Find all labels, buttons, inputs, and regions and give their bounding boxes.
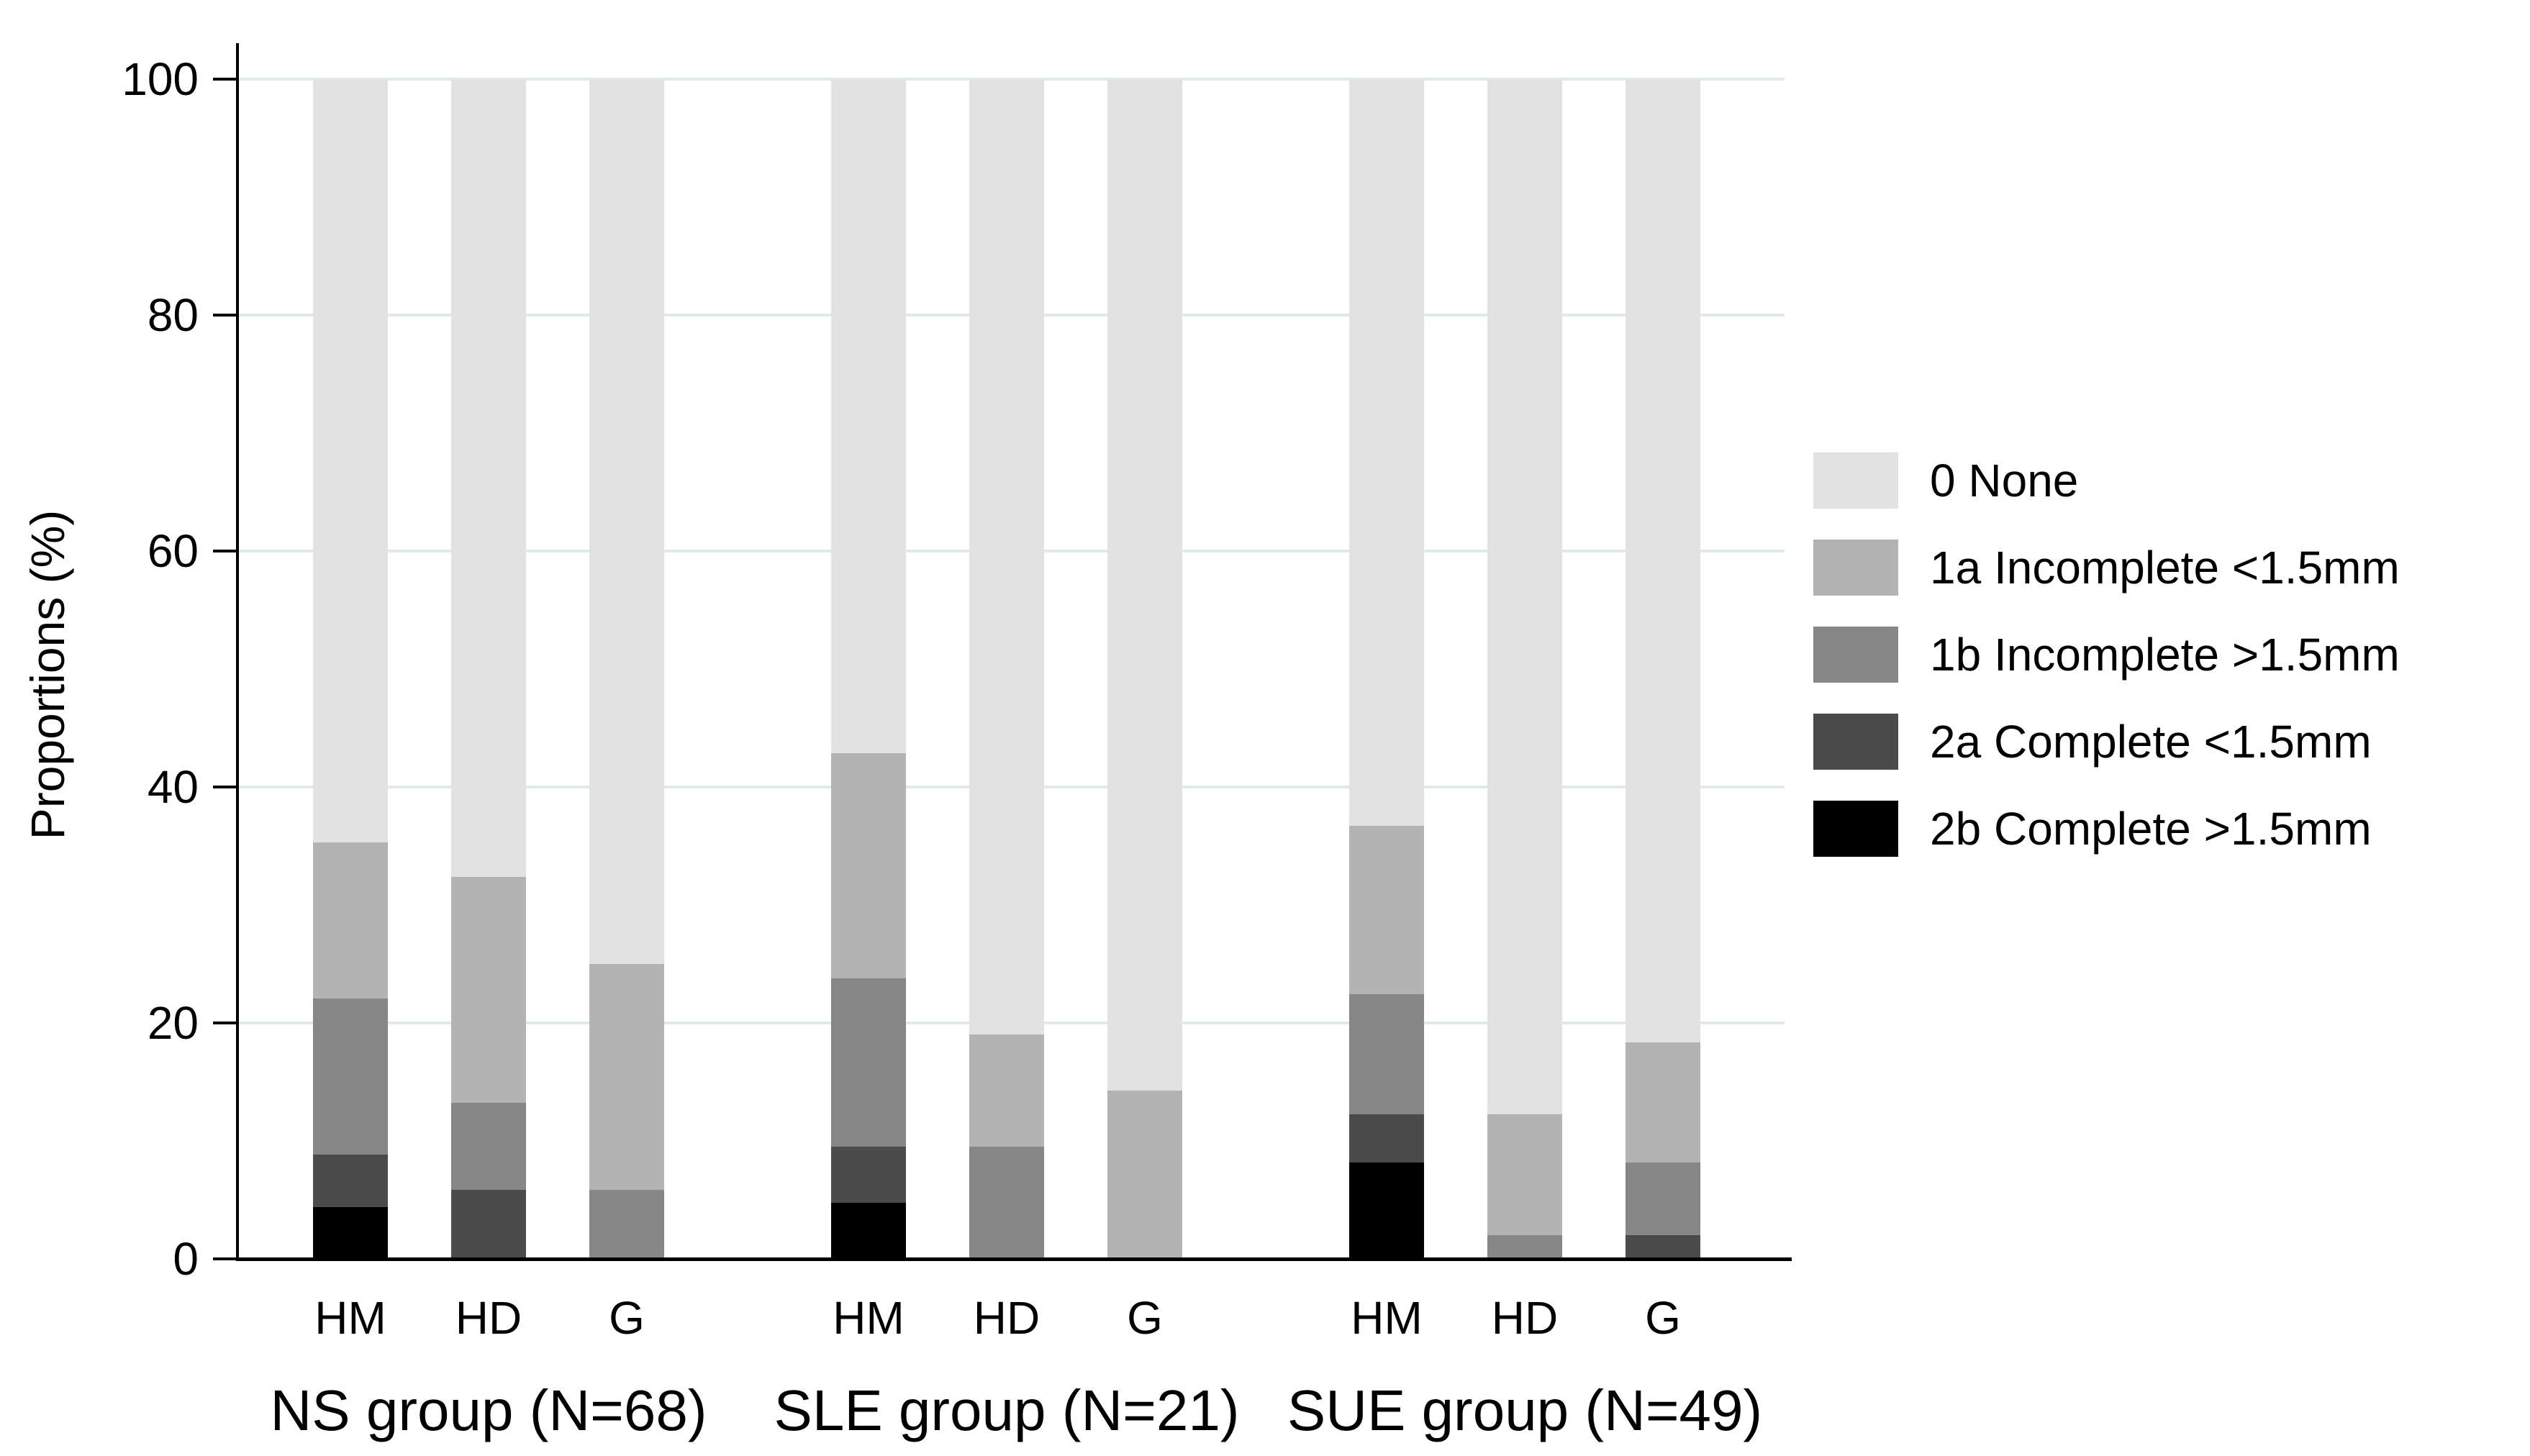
bar-sue-hd: [1487, 79, 1562, 1259]
bar-segment-none: [451, 79, 526, 878]
x-tick-label-g: G: [609, 1292, 645, 1344]
y-tick-mark-0: [213, 1257, 237, 1260]
legend: 0 None 1a Incomplete <1.5mm 1b Incomplete …: [1813, 452, 2400, 887]
legend-swatch-1b: [1813, 627, 1898, 683]
legend-row-none: 0 None: [1813, 452, 2400, 509]
group-label-ns: NS group (N=68): [270, 1378, 707, 1442]
y-tick-label-60: 60: [147, 525, 199, 577]
bar-segment-1b: [1487, 1234, 1562, 1259]
y-axis-title: Proportions (%): [21, 509, 74, 840]
plot-area: [237, 78, 1785, 1259]
bar-segment-1a: [589, 964, 664, 1190]
y-tick-label-0: 0: [173, 1233, 199, 1285]
bar-segment-2a: [1349, 1114, 1424, 1163]
y-tick-mark-20: [213, 1022, 237, 1024]
bar-segment-none: [313, 79, 388, 843]
y-tick-label-20: 20: [147, 997, 199, 1049]
bar-ns-g: [589, 79, 664, 1259]
legend-row-2b: 2b Complete >1.5mm: [1813, 800, 2400, 857]
legend-label-2a: 2a Complete <1.5mm: [1930, 716, 2372, 768]
bar-segment-1b: [451, 1103, 526, 1190]
legend-label-none: 0 None: [1930, 455, 2079, 506]
bar-segment-1b: [1349, 994, 1424, 1115]
y-tick-mark-40: [213, 786, 237, 788]
y-tick-label-40: 40: [147, 761, 199, 813]
y-tick-mark-100: [213, 78, 237, 81]
bar-segment-1a: [831, 753, 906, 978]
bar-segment-1b: [831, 978, 906, 1147]
bar-segment-2a: [1626, 1234, 1700, 1259]
bar-segment-2a: [831, 1146, 906, 1203]
bar-sue-hm: [1349, 79, 1424, 1259]
legend-label-1a: 1a Incomplete <1.5mm: [1930, 542, 2400, 593]
legend-row-1a: 1a Incomplete <1.5mm: [1813, 539, 2400, 596]
bar-segment-2a: [451, 1189, 526, 1259]
bar-segment-1a: [1626, 1042, 1700, 1163]
legend-row-1b: 1b Incomplete >1.5mm: [1813, 626, 2400, 683]
gridline-100: [237, 78, 1785, 81]
legend-swatch-2a: [1813, 714, 1898, 770]
x-tick-label-hd: HD: [1491, 1292, 1559, 1344]
group-label-sue: SUE group (N=49): [1287, 1378, 1763, 1442]
bar-ns-hm: [313, 79, 388, 1259]
bar-segment-1a: [1107, 1090, 1182, 1259]
bar-segment-1a: [451, 877, 526, 1104]
bar-segment-2b: [1349, 1162, 1424, 1259]
bar-segment-1a: [1487, 1114, 1562, 1235]
y-tick-label-80: 80: [147, 289, 199, 341]
bar-segment-1a: [313, 842, 388, 999]
bar-sle-hm: [831, 79, 906, 1259]
bar-segment-2b: [313, 1206, 388, 1259]
legend-row-2a: 2a Complete <1.5mm: [1813, 713, 2400, 770]
y-tick-mark-80: [213, 314, 237, 317]
bar-segment-none: [1349, 79, 1424, 826]
bar-ns-hd: [451, 79, 526, 1259]
bar-segment-none: [831, 79, 906, 754]
bar-segment-none: [969, 79, 1044, 1034]
bar-sle-g: [1107, 79, 1182, 1259]
bar-segment-2b: [831, 1202, 906, 1259]
legend-label-1b: 1b Incomplete >1.5mm: [1930, 629, 2400, 681]
bar-segment-none: [1626, 79, 1700, 1042]
legend-swatch-2b: [1813, 801, 1898, 857]
bar-segment-1b: [589, 1189, 664, 1259]
x-axis-line: [236, 1257, 1792, 1261]
bar-segment-none: [589, 79, 664, 964]
x-tick-label-hm: HM: [833, 1292, 904, 1344]
group-label-sle: SLE group (N=21): [774, 1378, 1240, 1442]
legend-label-2b: 2b Complete >1.5mm: [1930, 803, 2372, 855]
bar-sue-g: [1626, 79, 1700, 1259]
bar-segment-1b: [1626, 1162, 1700, 1235]
x-tick-label-hm: HM: [1351, 1292, 1423, 1344]
bar-segment-none: [1107, 79, 1182, 1091]
bar-sle-hd: [969, 79, 1044, 1259]
x-tick-label-hd: HD: [455, 1292, 522, 1344]
x-tick-label-hm: HM: [314, 1292, 386, 1344]
y-tick-label-100: 100: [122, 53, 199, 105]
bar-segment-none: [1487, 79, 1562, 1115]
y-axis-line: [236, 43, 239, 1260]
x-tick-label-g: G: [1127, 1292, 1163, 1344]
x-tick-label-g: G: [1645, 1292, 1681, 1344]
bar-segment-1a: [1349, 825, 1424, 994]
bar-segment-1a: [969, 1034, 1044, 1147]
legend-swatch-1a: [1813, 540, 1898, 596]
y-tick-mark-60: [213, 550, 237, 552]
x-tick-label-hd: HD: [973, 1292, 1040, 1344]
bar-segment-1b: [313, 998, 388, 1155]
bar-segment-1b: [969, 1146, 1044, 1259]
bar-segment-2a: [313, 1155, 388, 1207]
legend-swatch-none: [1813, 452, 1898, 509]
